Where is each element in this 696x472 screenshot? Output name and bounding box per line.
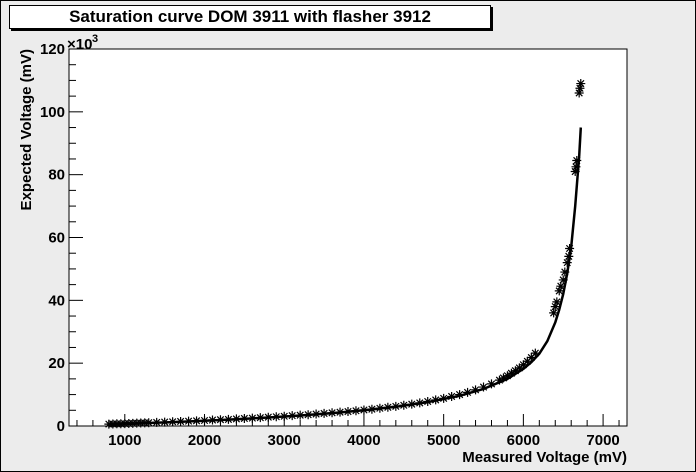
y-multiplier-exponent: 3 <box>92 33 98 45</box>
data-point-star <box>510 366 520 376</box>
data-point-star <box>375 403 385 413</box>
data-point-star <box>359 405 369 415</box>
y-tick-label: 120 <box>40 41 65 58</box>
data-point-star <box>575 83 585 93</box>
x-tick-label: 6000 <box>507 432 540 449</box>
data-point-star <box>176 416 186 426</box>
data-point-star <box>415 398 425 408</box>
chart-title: Saturation curve DOM 3911 with flasher 3… <box>9 5 491 29</box>
data-point-star <box>494 375 504 385</box>
data-point-star <box>479 382 489 392</box>
data-point-star <box>550 302 560 312</box>
data-point-star <box>327 408 337 418</box>
data-point-star <box>287 411 297 421</box>
x-tick-label: 4000 <box>347 432 380 449</box>
plot-area <box>68 48 628 427</box>
x-tick-label: 1000 <box>108 432 141 449</box>
data-point-star <box>247 413 257 423</box>
data-point-star <box>498 373 508 383</box>
data-point-star <box>263 412 273 422</box>
tick-labels: 1000 2000 3000 4000 5000 6000 7000 0 20 40 60 80 100… <box>40 41 620 449</box>
data-point-star <box>192 416 202 426</box>
data-point-star <box>554 286 564 296</box>
data-point-star <box>455 390 465 400</box>
data-point-star <box>530 348 540 358</box>
data-point-star <box>279 411 289 421</box>
data-point-star <box>571 162 581 172</box>
data-point-star <box>160 417 170 427</box>
data-point-star <box>239 413 249 423</box>
data-point-star <box>439 393 449 403</box>
data-point-star <box>295 410 305 420</box>
data-point-star <box>335 407 345 417</box>
data-point-star <box>367 404 377 414</box>
data-point-star <box>556 281 566 291</box>
data-point-star <box>565 243 575 253</box>
data-point-star <box>486 379 496 389</box>
data-point-star <box>343 407 353 417</box>
x-axis-title: Measured Voltage (mV) <box>462 449 627 466</box>
data-point-star <box>471 385 481 395</box>
data-point-star <box>407 399 417 409</box>
x-tick-label: 3000 <box>268 432 301 449</box>
data-point-star <box>207 415 217 425</box>
y-multiplier-label: ×10 <box>67 36 92 53</box>
y-tick-label: 100 <box>40 104 65 121</box>
x-tick-label: 2000 <box>188 432 221 449</box>
data-point-star <box>303 410 313 420</box>
data-point-star <box>560 267 570 277</box>
data-point-star <box>215 415 225 425</box>
y-tick-label: 0 <box>57 418 65 435</box>
data-point-star <box>572 156 582 166</box>
data-point-star <box>311 409 321 419</box>
y-tick-label: 40 <box>48 292 65 309</box>
x-tick-label: 5000 <box>427 432 460 449</box>
data-point-star <box>383 402 393 412</box>
data-point-star <box>502 371 512 381</box>
data-point-star <box>184 416 194 426</box>
data-point-star <box>447 391 457 401</box>
data-point-star <box>200 416 210 426</box>
data-point-star <box>463 387 473 397</box>
data-point-star <box>506 368 516 378</box>
data-point-star <box>558 275 568 285</box>
data-point-star <box>514 363 524 373</box>
y-tick-label: 80 <box>48 167 65 184</box>
data-point-star <box>522 356 532 366</box>
data-point-star <box>564 251 574 261</box>
data-point-star <box>351 406 361 416</box>
data-point-star <box>576 79 586 89</box>
data-point-star <box>231 414 241 424</box>
data-point-star <box>391 401 401 411</box>
x-tick-label: 7000 <box>586 432 619 449</box>
data-point-star <box>526 353 536 363</box>
data-point-star <box>570 167 580 177</box>
data-point-star <box>399 400 409 410</box>
data-point-star <box>168 417 178 427</box>
data-point-star <box>552 297 562 307</box>
data-point-star <box>152 417 162 427</box>
data-point-star <box>319 408 329 418</box>
data-point-star <box>549 308 559 318</box>
data-point-star <box>431 395 441 405</box>
data-point-star <box>255 413 265 423</box>
y-tick-label: 20 <box>48 355 65 372</box>
data-point-star <box>518 360 528 370</box>
y-axis-title: Expected Voltage (mV) <box>18 49 35 210</box>
y-tick-label: 60 <box>48 230 65 247</box>
data-point-star <box>423 396 433 406</box>
data-point-star <box>144 418 154 428</box>
data-point-star <box>562 258 572 268</box>
data-points <box>104 79 586 429</box>
data-point-star <box>574 88 584 98</box>
data-point-star <box>223 414 233 424</box>
data-point-star <box>271 412 281 422</box>
